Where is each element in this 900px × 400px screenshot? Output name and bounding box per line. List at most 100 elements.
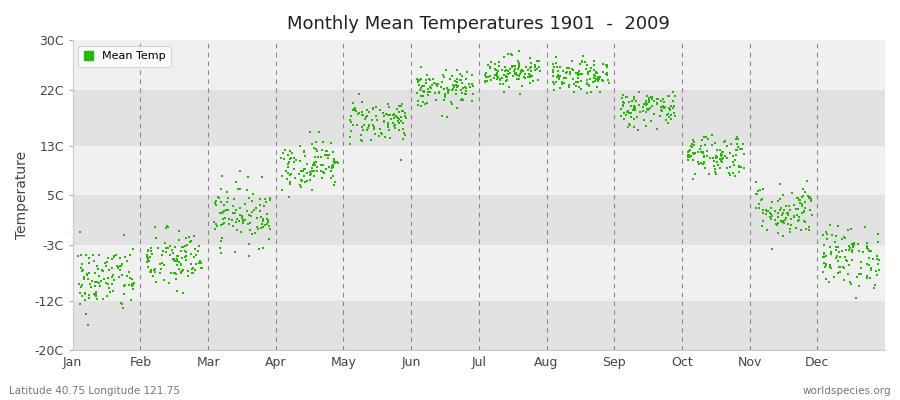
Point xyxy=(216,209,230,215)
Point xyxy=(256,224,271,230)
Point xyxy=(629,114,643,121)
Point xyxy=(547,64,562,71)
Point xyxy=(622,99,636,106)
Point xyxy=(175,268,189,274)
Point xyxy=(687,139,701,145)
Point xyxy=(77,297,92,304)
Point xyxy=(238,217,252,223)
Point xyxy=(84,284,98,290)
Point xyxy=(304,140,319,147)
Point xyxy=(346,100,360,106)
Point xyxy=(583,88,598,95)
Point xyxy=(358,116,373,122)
Point xyxy=(620,109,634,116)
Point xyxy=(234,228,248,235)
Point xyxy=(145,251,159,258)
Point xyxy=(144,267,158,273)
Point xyxy=(816,269,831,275)
Point xyxy=(244,212,258,219)
Point xyxy=(775,233,789,239)
Point xyxy=(776,192,790,199)
Point xyxy=(348,107,363,113)
Point xyxy=(327,157,341,163)
Point xyxy=(217,220,231,226)
Point xyxy=(655,104,670,110)
Point xyxy=(640,106,654,112)
Point xyxy=(307,154,321,160)
Point xyxy=(160,244,175,251)
Point xyxy=(420,100,435,106)
Point xyxy=(116,232,130,238)
Point xyxy=(627,106,642,112)
Point xyxy=(479,74,493,80)
Point xyxy=(508,66,522,72)
Point xyxy=(375,110,390,116)
Point xyxy=(441,87,455,94)
Point xyxy=(861,247,876,254)
Point xyxy=(768,217,782,224)
Point xyxy=(141,264,156,270)
Point xyxy=(156,248,170,254)
Point xyxy=(148,266,162,272)
Point xyxy=(477,72,491,79)
Point xyxy=(158,240,172,246)
Point xyxy=(694,143,708,149)
Point xyxy=(829,232,843,239)
Point xyxy=(391,115,405,121)
Point xyxy=(302,172,317,178)
Point xyxy=(718,138,733,144)
Point xyxy=(658,116,672,123)
Point xyxy=(448,78,463,84)
Point xyxy=(227,196,241,202)
Point xyxy=(750,191,764,198)
Point xyxy=(599,62,614,69)
Point xyxy=(803,206,817,213)
Point xyxy=(590,76,605,82)
Point xyxy=(860,240,875,247)
Point xyxy=(385,120,400,126)
Point xyxy=(411,78,426,85)
Point xyxy=(443,76,457,82)
Point xyxy=(655,103,670,109)
Point xyxy=(709,171,724,178)
Point xyxy=(418,77,433,83)
Point xyxy=(328,160,342,166)
Point xyxy=(172,259,186,266)
Point xyxy=(454,71,468,77)
Point xyxy=(74,252,88,258)
Point xyxy=(700,148,715,154)
Point xyxy=(449,91,464,97)
Point xyxy=(220,195,235,201)
Point xyxy=(589,76,603,82)
Point xyxy=(220,189,234,196)
Point xyxy=(352,91,366,98)
Point xyxy=(823,262,837,268)
Point xyxy=(327,157,341,164)
Point xyxy=(450,84,464,90)
Point xyxy=(216,220,230,227)
Point xyxy=(326,162,340,168)
Point xyxy=(723,172,737,178)
Point xyxy=(580,90,595,96)
Point xyxy=(255,174,269,180)
Point xyxy=(824,251,838,258)
Point xyxy=(427,79,441,86)
Point xyxy=(621,124,635,130)
Point xyxy=(168,276,183,282)
Point xyxy=(301,170,315,176)
Point xyxy=(80,271,94,278)
Point xyxy=(854,271,868,277)
Point xyxy=(842,247,856,253)
Point xyxy=(143,254,157,260)
Point xyxy=(718,153,733,159)
Point xyxy=(446,83,461,89)
Point xyxy=(843,226,858,232)
Point xyxy=(591,77,606,84)
Point xyxy=(226,202,240,209)
Point xyxy=(796,186,810,192)
Point xyxy=(398,113,412,120)
Point xyxy=(769,207,783,214)
Point xyxy=(80,270,94,277)
Point xyxy=(749,205,763,211)
Point xyxy=(344,113,358,120)
